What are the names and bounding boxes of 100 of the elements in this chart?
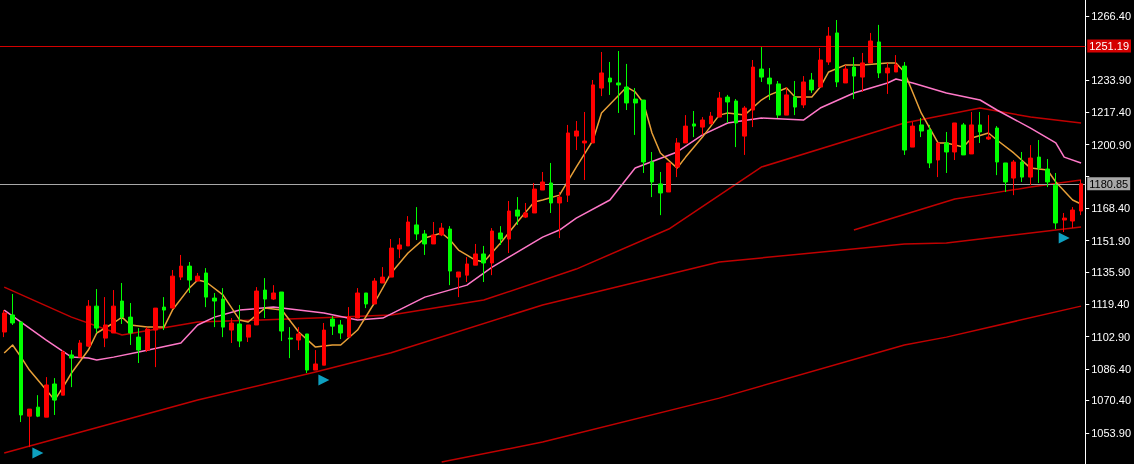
candlestick <box>759 46 764 83</box>
candlestick <box>44 376 49 418</box>
candlestick <box>1045 158 1050 188</box>
candlestick <box>969 111 974 155</box>
candlestick <box>86 299 91 348</box>
candlestick <box>582 111 587 181</box>
candlestick <box>246 324 251 343</box>
line-series <box>853 179 1082 231</box>
line-series <box>3 226 1082 454</box>
candlestick <box>229 317 234 344</box>
candlestick <box>372 277 377 305</box>
candlestick <box>322 322 326 366</box>
candlestick <box>136 327 141 364</box>
candlestick <box>692 110 696 138</box>
ref-line-label: 1180.85 <box>1089 177 1129 190</box>
candlestick <box>153 307 158 368</box>
candlestick <box>549 162 553 214</box>
candlestick <box>885 62 890 95</box>
candlestick <box>641 99 646 174</box>
candlestick <box>347 306 351 338</box>
candlestick <box>709 111 713 125</box>
candlestick <box>355 287 360 319</box>
candlestick <box>742 105 747 156</box>
candlestick <box>633 87 638 136</box>
candlestick <box>776 80 781 119</box>
y-tick-label: 1135.90 <box>1091 266 1131 279</box>
candlestick <box>725 94 730 124</box>
candlestick <box>279 291 284 342</box>
candlestick <box>877 24 881 79</box>
candlestick <box>61 349 65 396</box>
y-tick-label: 1053.90 <box>1091 426 1131 439</box>
candlestick <box>431 221 436 245</box>
candlestick <box>784 86 789 116</box>
candlestick <box>961 122 966 156</box>
candlestick <box>187 261 192 294</box>
candlestick <box>860 52 865 93</box>
candlestick <box>1062 212 1067 233</box>
candlestick <box>944 131 949 174</box>
candlestick <box>995 125 999 176</box>
candlestick <box>608 61 612 96</box>
candlestick <box>103 296 108 348</box>
candlestick <box>36 394 40 418</box>
candlestick <box>557 191 562 239</box>
candlestick <box>507 200 511 254</box>
candlestick <box>566 124 570 203</box>
candlestick <box>717 91 722 118</box>
candlestick <box>389 238 394 278</box>
point <box>32 447 44 459</box>
candlestick <box>809 72 814 94</box>
candlestick <box>498 225 503 246</box>
candlestick <box>902 61 907 156</box>
candlestick <box>1011 159 1016 196</box>
candlestick <box>271 284 276 301</box>
y-tick-label: 1070.40 <box>1091 394 1131 407</box>
candlestick <box>170 269 175 309</box>
line-series <box>3 78 1082 361</box>
candlestick <box>254 286 259 326</box>
candlestick <box>263 277 267 319</box>
candlestick <box>448 225 452 286</box>
y-tick-label: 1168.40 <box>1091 202 1131 215</box>
candlestick <box>19 321 23 423</box>
candlestick <box>1037 139 1041 184</box>
candlestick <box>835 19 839 88</box>
candlestick <box>986 114 991 141</box>
candlestick <box>490 227 494 276</box>
candlestick <box>927 124 932 169</box>
candlestick <box>658 171 663 216</box>
candlestick <box>204 267 208 308</box>
candlestick <box>397 237 402 259</box>
candlestick <box>439 222 444 237</box>
candlestick <box>380 266 385 284</box>
ref-line-label: 1251.19 <box>1089 39 1129 52</box>
candlestick <box>801 75 806 109</box>
candlestick <box>523 202 528 219</box>
candlestick <box>288 326 293 359</box>
y-tick-label: 1200.90 <box>1091 138 1131 151</box>
candlestick <box>2 309 7 338</box>
y-tick-label: 1102.90 <box>1091 330 1131 343</box>
candlestick <box>675 137 680 178</box>
candlestick <box>591 79 595 144</box>
line-series <box>440 305 1082 463</box>
candlestick <box>422 229 427 256</box>
candlestick <box>195 272 200 282</box>
candlestick <box>465 256 469 283</box>
candlestick <box>128 302 133 346</box>
candlestick <box>852 56 856 100</box>
candlestick <box>237 304 242 348</box>
candlestick <box>473 243 478 266</box>
y-tick-label: 1086.40 <box>1091 363 1131 376</box>
candlestick <box>364 292 368 309</box>
y-tick-label: 1266.40 <box>1091 10 1131 23</box>
candlestick <box>843 64 848 84</box>
candlestick <box>1020 151 1024 183</box>
candlestick <box>826 26 831 66</box>
candlestick <box>936 142 940 178</box>
candlestick <box>793 80 797 116</box>
candlestick <box>111 289 116 334</box>
candlestick <box>515 196 520 226</box>
candlestick <box>1028 144 1033 186</box>
candlestick <box>69 349 74 388</box>
